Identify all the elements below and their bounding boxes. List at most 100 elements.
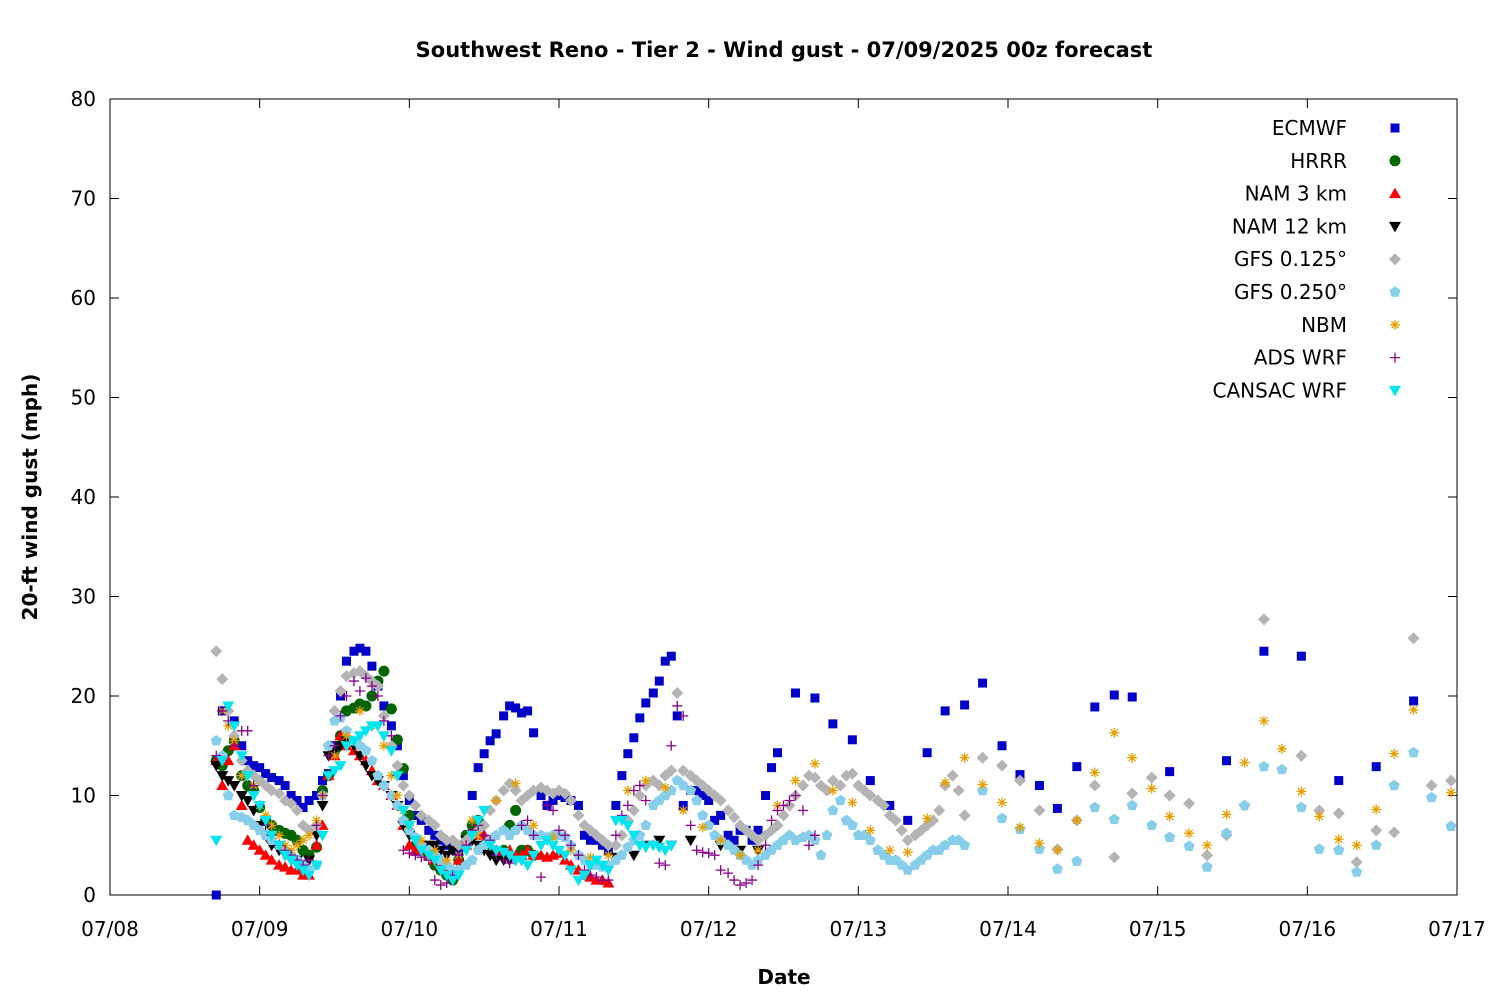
data-point [497,784,510,797]
data-point [828,719,838,729]
data-point [397,779,410,792]
data-point [741,878,752,889]
data-point [797,805,808,816]
data-point [511,703,521,713]
data-point [473,830,484,841]
data-point [446,875,459,887]
data-point [784,795,795,806]
legend-marker [1390,319,1400,330]
data-point [366,754,378,766]
legend-marker [1390,352,1400,363]
data-point [355,643,365,653]
data-point [317,790,328,801]
data-point [366,681,377,692]
data-point [260,810,271,821]
data-point [1090,702,1100,712]
data-point [323,740,334,751]
data-point [274,830,285,841]
data-point [610,830,621,841]
legend-marker [1389,385,1401,397]
data-point [640,819,652,830]
data-point [978,678,988,688]
data-point [1351,840,1362,851]
data-point [864,834,876,845]
data-point [509,784,522,797]
x-tick-label: 07/09 [231,917,289,941]
data-point [1407,632,1420,645]
data-point [716,810,726,820]
data-point [1126,799,1138,811]
data-point [1145,771,1158,784]
data-point [790,775,801,786]
data-point [452,870,465,882]
legend-marker [1389,286,1401,297]
x-axis: 07/08 07/09 07/10 07/11 07/12 07/13 07/14 07/15… [81,99,1486,941]
data-point [409,835,422,847]
data-point [1371,804,1382,815]
data-point [723,830,733,840]
data-point [1370,824,1383,837]
data-point [410,850,421,861]
data-point [565,840,576,851]
data-point [735,850,746,861]
data-point [341,730,352,741]
data-point [378,715,389,726]
data-point [654,858,665,869]
data-point [318,776,328,786]
data-point [428,819,441,832]
data-point [467,791,477,800]
data-point [440,870,453,882]
data-point [1295,801,1307,813]
data-point [484,850,497,862]
data-point [273,840,286,852]
legend-marker [1389,221,1401,233]
data-point [1445,774,1458,787]
data-point [279,861,292,872]
data-point [347,736,360,747]
data-point [499,711,509,721]
data-point [659,845,672,857]
data-point [386,770,397,781]
data-point [1446,787,1457,798]
data-point [340,741,353,752]
data-point [529,728,539,738]
data-point [629,733,639,743]
data-point [348,676,359,687]
data-point [677,764,690,777]
data-point [397,805,410,817]
data-point [385,703,397,715]
data-point [285,797,298,810]
data-point [554,825,564,836]
data-point [1333,844,1345,855]
data-point [1013,774,1026,787]
legend-marker [1389,155,1401,167]
data-point [772,805,783,816]
data-point [434,845,447,857]
data-point [633,789,646,802]
data-point [1409,696,1419,706]
data-point [809,830,820,841]
data-point [1332,807,1345,820]
data-point [627,850,640,862]
data-point [536,791,546,800]
data-point [548,805,559,816]
data-point [790,688,800,698]
data-point [996,759,1009,772]
data-point [541,835,554,847]
data-point [959,752,970,763]
data-point [564,794,577,807]
data-point [229,740,240,751]
data-point [1108,851,1121,864]
data-point [572,875,585,887]
data-point [304,855,315,866]
data-point [1276,763,1288,775]
data-point [466,854,478,865]
data-point [622,800,633,811]
x-tick-label: 07/08 [81,917,139,941]
data-point [391,759,404,772]
data-point [478,805,491,817]
data-point [653,835,666,847]
data-point [1163,789,1176,802]
series-8 [210,701,678,887]
